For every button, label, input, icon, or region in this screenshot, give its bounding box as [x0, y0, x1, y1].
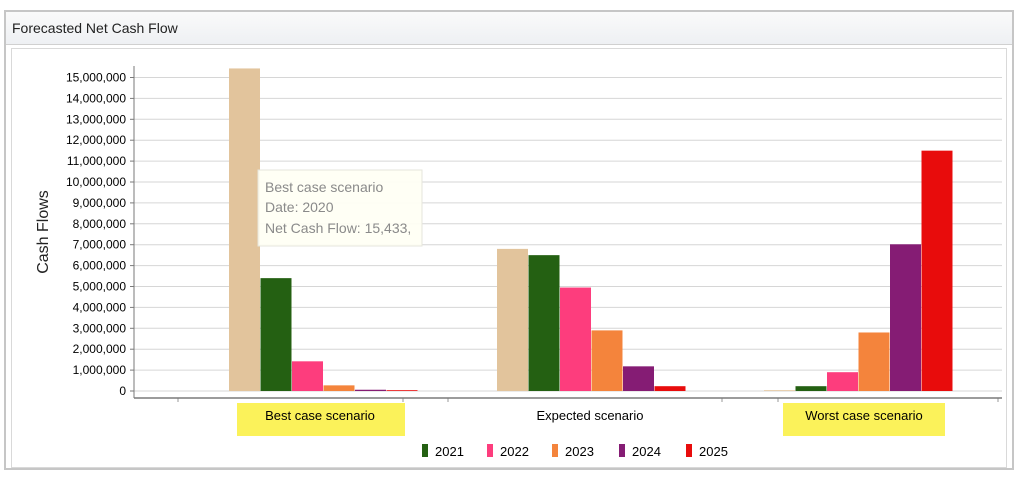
category-labels: Best case scenario Expected scenario Worst… [237, 403, 945, 436]
legend-label: 2023 [565, 444, 594, 459]
bar-2024[interactable] [623, 366, 654, 391]
y-tick-label: 5,000,000 [73, 280, 127, 294]
window-title: Forecasted Net Cash Flow [12, 20, 178, 36]
y-axis-label: Cash Flows [35, 190, 52, 274]
legend-label: 2021 [435, 444, 464, 459]
tooltip-line-1: Best case scenario [265, 179, 383, 195]
chart-panel [11, 48, 1007, 468]
bar-2024[interactable] [355, 389, 386, 391]
y-tick-label: 13,000,000 [66, 112, 126, 126]
tooltip-box [257, 169, 423, 247]
y-tick-label: 9,000,000 [73, 196, 127, 210]
legend-swatch [422, 444, 428, 457]
y-tick-label: 11,000,000 [67, 154, 126, 168]
bar-2025[interactable] [654, 386, 686, 391]
bar-2025[interactable] [386, 390, 418, 391]
y-tick-label: 15,000,000 [66, 71, 126, 85]
y-tick-label: 2,000,000 [73, 342, 127, 356]
legend-label: 2024 [632, 444, 661, 459]
bar-2023[interactable] [591, 330, 623, 391]
y-tick-label: 10,000,000 [66, 175, 126, 189]
bar-2021[interactable] [528, 255, 560, 391]
legend-swatch [686, 444, 692, 457]
tooltip-line-2: Date: 2020 [265, 199, 334, 215]
bar-2023[interactable] [858, 332, 890, 391]
y-tick-label: 6,000,000 [73, 259, 127, 273]
category-label: Worst case scenario [805, 408, 923, 423]
legend: 2021 2022 2023 2024 2025 [422, 444, 728, 459]
category-highlight [237, 403, 405, 436]
y-tick-label: 4,000,000 [73, 300, 127, 314]
bar-2024[interactable] [890, 244, 921, 391]
y-tick-label: 1,000,000 [73, 363, 127, 377]
y-tick-label: 3,000,000 [73, 321, 127, 335]
window-titlebar: Forecasted Net Cash Flow [6, 12, 1012, 45]
bar-2025[interactable] [921, 150, 953, 391]
bar-2020[interactable] [497, 248, 528, 391]
tooltip-line-3: Net Cash Flow: 15,433, [265, 220, 411, 236]
y-tick-label: 14,000,000 [66, 91, 126, 105]
bar-2021[interactable] [260, 278, 292, 391]
y-tick-label: 0 [119, 384, 126, 398]
y-tick-label: 12,000,000 [66, 133, 126, 147]
bar-2021[interactable] [795, 386, 827, 391]
chart-bars [229, 68, 953, 391]
y-tick-label: 8,000,000 [73, 217, 127, 231]
bar-2020[interactable] [229, 68, 260, 391]
category-label: Expected scenario [537, 408, 644, 423]
chart-window: Forecasted Net Cash Flow [4, 10, 1014, 470]
bar-2020[interactable] [764, 390, 795, 391]
category-highlight [783, 403, 945, 436]
tooltip: Best case scenario Date: 2020 Net Cash F… [257, 169, 423, 247]
legend-label: 2022 [500, 444, 529, 459]
y-tick-label: 7,000,000 [73, 238, 127, 252]
category-label: Best case scenario [265, 408, 375, 423]
legend-swatch [619, 444, 625, 457]
bar-2022[interactable] [560, 287, 591, 391]
legend-label: 2025 [699, 444, 728, 459]
bar-2022[interactable] [292, 361, 323, 391]
bar-2022[interactable] [827, 372, 858, 391]
bar-2023[interactable] [323, 385, 355, 391]
y-tick-labels: 0 1,000,000 2,000,000 3,000,000 4,000,000 5,0… [66, 71, 126, 399]
chart-axes [133, 66, 1002, 399]
legend-swatch [487, 444, 493, 457]
legend-swatch [552, 444, 558, 457]
